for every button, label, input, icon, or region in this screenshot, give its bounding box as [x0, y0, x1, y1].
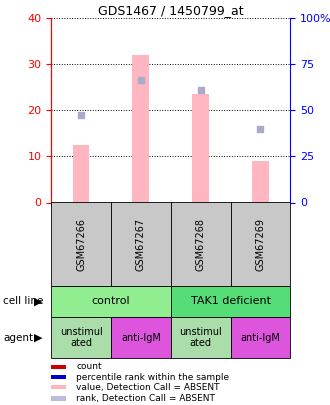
Bar — [132, 55, 149, 202]
Bar — [73, 145, 89, 202]
Text: GSM67267: GSM67267 — [136, 217, 146, 271]
Point — [258, 126, 263, 132]
Text: unstimul
ated: unstimul ated — [179, 327, 222, 348]
Text: TAK1 deficient: TAK1 deficient — [191, 296, 271, 306]
Bar — [252, 161, 269, 202]
Bar — [231, 202, 290, 286]
Bar — [171, 286, 290, 317]
Point — [198, 86, 203, 93]
Bar — [51, 317, 111, 358]
Text: ▶: ▶ — [34, 296, 43, 306]
Text: percentile rank within the sample: percentile rank within the sample — [76, 373, 229, 382]
Text: anti-IgM: anti-IgM — [241, 333, 280, 343]
Bar — [111, 317, 171, 358]
Text: value, Detection Call = ABSENT: value, Detection Call = ABSENT — [76, 383, 219, 392]
Bar — [171, 202, 231, 286]
Text: rank, Detection Call = ABSENT: rank, Detection Call = ABSENT — [76, 394, 215, 403]
Bar — [111, 202, 171, 286]
Bar — [171, 317, 231, 358]
Text: agent: agent — [3, 333, 33, 343]
Bar — [51, 375, 66, 379]
Bar — [51, 396, 66, 401]
Bar — [51, 385, 66, 389]
Text: GSM67268: GSM67268 — [196, 217, 206, 271]
Text: count: count — [76, 362, 102, 371]
Bar — [51, 365, 66, 369]
Bar — [231, 317, 290, 358]
Text: unstimul
ated: unstimul ated — [60, 327, 102, 348]
Point — [79, 112, 84, 118]
Point — [138, 77, 144, 84]
Text: GSM67266: GSM67266 — [76, 217, 86, 271]
Bar — [51, 286, 171, 317]
Text: ▶: ▶ — [34, 333, 43, 343]
Bar — [51, 202, 111, 286]
Text: GSM67269: GSM67269 — [255, 217, 266, 271]
Text: cell line: cell line — [3, 296, 44, 306]
Text: control: control — [92, 296, 130, 306]
Text: anti-IgM: anti-IgM — [121, 333, 161, 343]
Bar — [192, 94, 209, 202]
Title: GDS1467 / 1450799_at: GDS1467 / 1450799_at — [98, 4, 244, 17]
